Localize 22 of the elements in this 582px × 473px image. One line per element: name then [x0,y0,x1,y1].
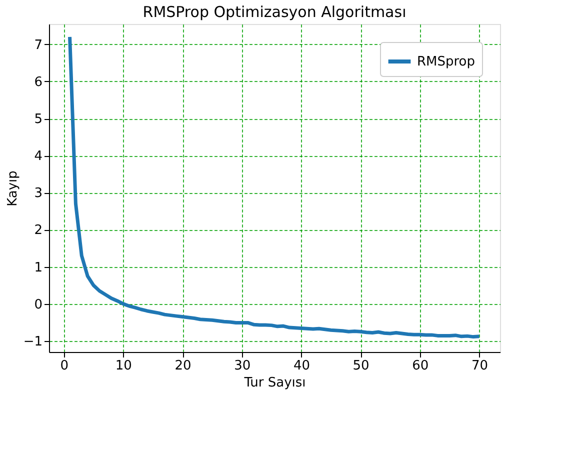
legend-label: RMSprop [417,54,476,70]
x-axis-title: Tur Sayısı [243,376,306,390]
y-tick-label: 0 [34,297,42,312]
y-axis-title: Kayıp [5,170,20,206]
y-tick-label: 2 [34,223,42,238]
y-tick-label: 7 [34,38,42,53]
x-tick-label: 10 [115,358,132,374]
y-tick-label: 3 [34,186,42,202]
y-tick-label: 5 [34,112,42,128]
x-tick-label: 60 [412,358,429,374]
y-tick-label: 6 [34,74,42,90]
x-tick-label: 40 [293,358,310,374]
x-tick-label: 50 [352,358,370,374]
line-series [68,35,481,339]
y-tick-label: −1 [23,334,42,350]
chart-title: RMSProp Optimizasyon Algoritması [142,3,406,21]
x-tick-label: 0 [60,358,68,374]
x-tick-label: 20 [174,358,192,374]
y-tick-label: 4 [34,149,42,164]
x-tick-label: 70 [471,358,488,374]
x-tick-label: 30 [234,358,251,374]
y-tick-label: 1 [34,260,42,276]
